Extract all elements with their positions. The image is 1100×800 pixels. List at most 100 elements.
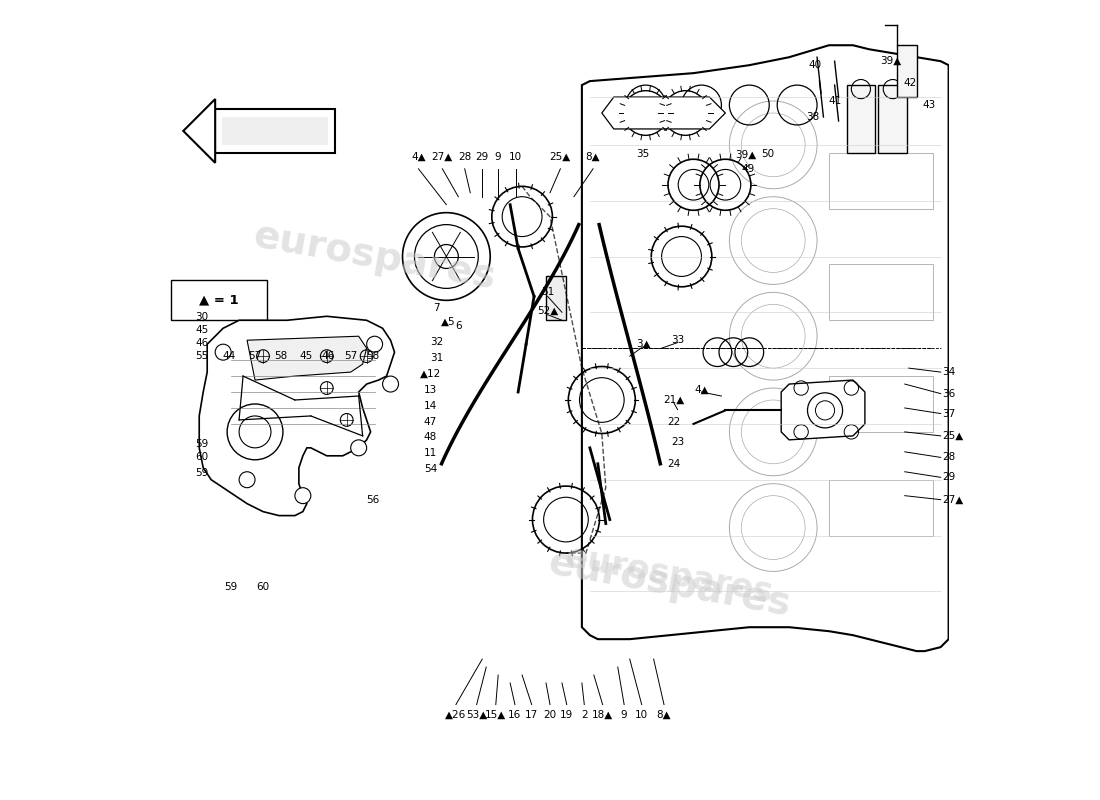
Text: 51: 51 bbox=[541, 287, 554, 298]
Text: 19: 19 bbox=[560, 710, 573, 720]
Bar bbox=[829, 153, 933, 209]
Text: 11: 11 bbox=[424, 449, 437, 458]
Bar bbox=[829, 376, 933, 432]
Text: 15▲: 15▲ bbox=[485, 710, 506, 720]
Text: 8▲: 8▲ bbox=[657, 710, 671, 720]
Bar bbox=[847, 85, 876, 153]
Text: 27▲: 27▲ bbox=[943, 494, 964, 505]
Bar bbox=[829, 265, 933, 320]
Text: 35: 35 bbox=[637, 150, 650, 159]
Bar bbox=[172, 281, 267, 320]
Text: 60: 60 bbox=[256, 582, 270, 592]
Text: ▲ = 1: ▲ = 1 bbox=[199, 294, 239, 307]
Text: 58: 58 bbox=[274, 351, 287, 361]
Text: 10: 10 bbox=[509, 152, 522, 162]
Circle shape bbox=[216, 344, 231, 360]
Text: 3▲: 3▲ bbox=[636, 339, 650, 349]
Text: 18▲: 18▲ bbox=[592, 710, 613, 720]
Circle shape bbox=[383, 376, 398, 392]
Text: ▲12: ▲12 bbox=[420, 369, 441, 378]
Text: 52▲: 52▲ bbox=[537, 306, 558, 316]
Text: 27▲: 27▲ bbox=[431, 152, 453, 162]
Text: 40: 40 bbox=[808, 60, 822, 70]
Bar bbox=[829, 480, 933, 535]
Text: 24: 24 bbox=[667, 458, 680, 469]
Text: 28: 28 bbox=[458, 152, 471, 162]
Text: 30: 30 bbox=[195, 312, 208, 322]
Circle shape bbox=[366, 336, 383, 352]
Text: ▲26: ▲26 bbox=[446, 710, 466, 720]
Text: 45: 45 bbox=[195, 325, 208, 335]
Text: 9: 9 bbox=[495, 152, 502, 162]
Text: 45: 45 bbox=[299, 351, 312, 361]
Polygon shape bbox=[582, 46, 948, 651]
Text: 57: 57 bbox=[249, 351, 262, 361]
Polygon shape bbox=[781, 380, 865, 440]
Text: 41: 41 bbox=[828, 96, 842, 106]
Text: 48: 48 bbox=[424, 433, 437, 442]
Text: 54: 54 bbox=[424, 464, 437, 474]
Text: 4▲: 4▲ bbox=[694, 385, 708, 394]
Text: 13: 13 bbox=[424, 385, 437, 394]
Text: ▲5: ▲5 bbox=[441, 317, 455, 327]
Circle shape bbox=[351, 440, 366, 456]
Bar bbox=[546, 277, 565, 320]
Text: 55: 55 bbox=[195, 351, 208, 361]
Bar bbox=[879, 85, 908, 153]
Text: eurospares: eurospares bbox=[251, 217, 498, 297]
Text: eurospares: eurospares bbox=[546, 543, 794, 623]
Text: 60: 60 bbox=[195, 452, 208, 462]
Text: 56: 56 bbox=[366, 494, 379, 505]
Bar bbox=[896, 46, 916, 97]
Text: 59: 59 bbox=[224, 582, 238, 592]
Text: 47: 47 bbox=[424, 417, 437, 426]
Text: 49: 49 bbox=[741, 164, 755, 174]
Text: 32: 32 bbox=[430, 337, 443, 347]
Text: 8▲: 8▲ bbox=[585, 152, 601, 162]
Text: 22: 22 bbox=[667, 418, 680, 427]
Polygon shape bbox=[216, 109, 334, 153]
Text: 57: 57 bbox=[344, 351, 358, 361]
Text: 43: 43 bbox=[922, 100, 935, 110]
Text: 53▲: 53▲ bbox=[466, 710, 487, 720]
Text: eurospares: eurospares bbox=[563, 541, 777, 610]
Text: 20: 20 bbox=[543, 710, 557, 720]
Text: 31: 31 bbox=[430, 353, 443, 362]
Polygon shape bbox=[199, 316, 395, 515]
Text: 29: 29 bbox=[475, 152, 488, 162]
Text: 59: 59 bbox=[195, 468, 208, 478]
Text: 16: 16 bbox=[508, 710, 521, 720]
Text: 58: 58 bbox=[366, 351, 379, 361]
Polygon shape bbox=[602, 97, 725, 129]
Text: 28: 28 bbox=[943, 452, 956, 462]
Text: 50: 50 bbox=[761, 150, 774, 159]
Text: 9: 9 bbox=[620, 710, 627, 720]
Text: 17: 17 bbox=[525, 710, 538, 720]
Circle shape bbox=[295, 488, 311, 504]
Text: 46: 46 bbox=[195, 338, 208, 347]
Text: 2: 2 bbox=[581, 710, 587, 720]
Polygon shape bbox=[184, 99, 216, 163]
Text: 38: 38 bbox=[806, 112, 820, 122]
Text: 21▲: 21▲ bbox=[663, 395, 684, 405]
Text: 10: 10 bbox=[635, 710, 648, 720]
Text: 44: 44 bbox=[223, 351, 236, 361]
Text: 39▲: 39▲ bbox=[880, 56, 901, 66]
Text: 25▲: 25▲ bbox=[943, 431, 964, 441]
Text: 42: 42 bbox=[904, 78, 917, 88]
Text: 6: 6 bbox=[455, 321, 462, 331]
Circle shape bbox=[239, 472, 255, 488]
Text: 59: 59 bbox=[195, 439, 208, 449]
Text: 4▲: 4▲ bbox=[411, 152, 426, 162]
Text: 36: 36 bbox=[943, 389, 956, 398]
Text: 7: 7 bbox=[433, 303, 440, 314]
Polygon shape bbox=[248, 336, 366, 380]
Text: 46: 46 bbox=[321, 351, 336, 361]
Polygon shape bbox=[221, 117, 329, 145]
Text: 23: 23 bbox=[671, 438, 684, 447]
Text: 25▲: 25▲ bbox=[550, 152, 571, 162]
Text: 37: 37 bbox=[943, 409, 956, 418]
Text: 33: 33 bbox=[671, 335, 684, 346]
Text: 34: 34 bbox=[943, 367, 956, 377]
Text: 14: 14 bbox=[424, 401, 437, 410]
